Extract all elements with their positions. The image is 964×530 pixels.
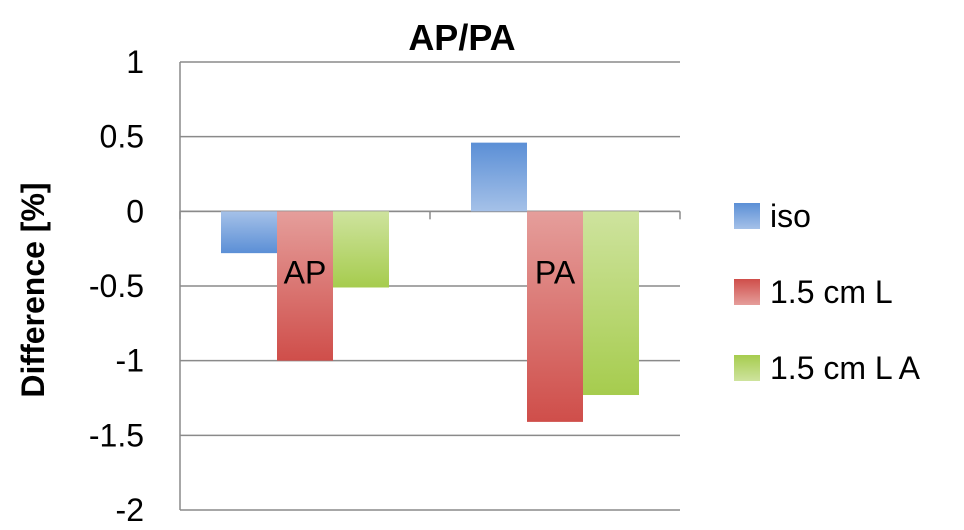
category-labels: AP PA [284, 254, 576, 290]
y-tick-label: -1 [116, 343, 144, 379]
y-tick-label: 0 [126, 193, 144, 229]
legend-label: iso [770, 198, 811, 234]
legend-swatch [734, 355, 760, 381]
y-tick-label: -1.5 [89, 417, 144, 453]
y-tick-label: 0.5 [100, 119, 144, 155]
legend: iso 1.5 cm L 1.5 cm L A [734, 198, 921, 386]
legend-swatch [734, 279, 760, 305]
x-category-label: AP [284, 254, 327, 290]
y-tick-label: -0.5 [89, 268, 144, 304]
x-category-label: PA [535, 254, 576, 290]
bar-ap-1-5-cm-l-a [333, 211, 389, 288]
y-tick-label: -2 [116, 492, 144, 528]
chart-title: AP/PA [408, 17, 515, 58]
bar-pa-1-5-cm-l [527, 211, 583, 422]
bar-pa-1-5-cm-l-a [583, 211, 639, 396]
legend-swatch [734, 203, 760, 229]
bar-ap-1-5-cm-l [277, 211, 333, 361]
bar-ap-iso [221, 211, 277, 254]
legend-label: 1.5 cm L A [770, 350, 921, 386]
bar-pa-iso [471, 142, 527, 212]
legend-label: 1.5 cm L [770, 274, 893, 310]
y-tick-label: 1 [126, 44, 144, 80]
y-axis-label: Difference [%] [15, 182, 51, 397]
bars [221, 142, 639, 422]
